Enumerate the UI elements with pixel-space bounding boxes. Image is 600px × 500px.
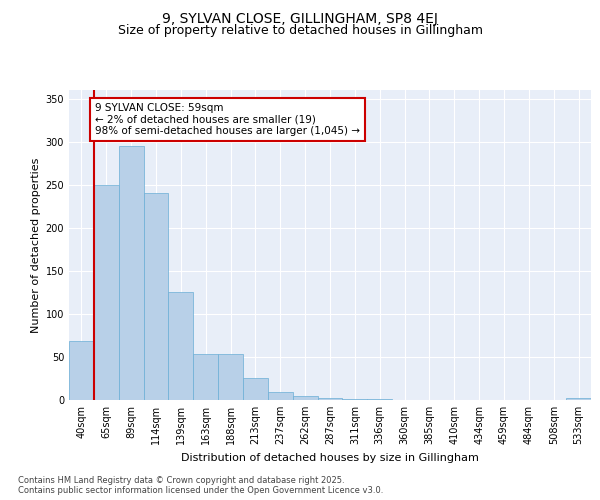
Bar <box>69 342 94 400</box>
Bar <box>169 292 193 400</box>
Bar <box>193 354 218 400</box>
Bar <box>343 399 367 400</box>
Bar <box>293 396 317 400</box>
Bar <box>94 184 119 400</box>
Bar <box>143 194 169 400</box>
Bar <box>566 398 591 400</box>
Bar <box>367 399 392 400</box>
Text: 9, SYLVAN CLOSE, GILLINGHAM, SP8 4EJ: 9, SYLVAN CLOSE, GILLINGHAM, SP8 4EJ <box>162 12 438 26</box>
Text: Contains HM Land Registry data © Crown copyright and database right 2025.
Contai: Contains HM Land Registry data © Crown c… <box>18 476 383 495</box>
Bar <box>317 398 343 400</box>
Bar <box>119 146 143 400</box>
Bar <box>268 392 293 400</box>
Bar <box>218 354 243 400</box>
Text: 9 SYLVAN CLOSE: 59sqm
← 2% of detached houses are smaller (19)
98% of semi-detac: 9 SYLVAN CLOSE: 59sqm ← 2% of detached h… <box>95 103 360 136</box>
Y-axis label: Number of detached properties: Number of detached properties <box>31 158 41 332</box>
X-axis label: Distribution of detached houses by size in Gillingham: Distribution of detached houses by size … <box>181 452 479 462</box>
Text: Size of property relative to detached houses in Gillingham: Size of property relative to detached ho… <box>118 24 482 37</box>
Bar <box>243 378 268 400</box>
